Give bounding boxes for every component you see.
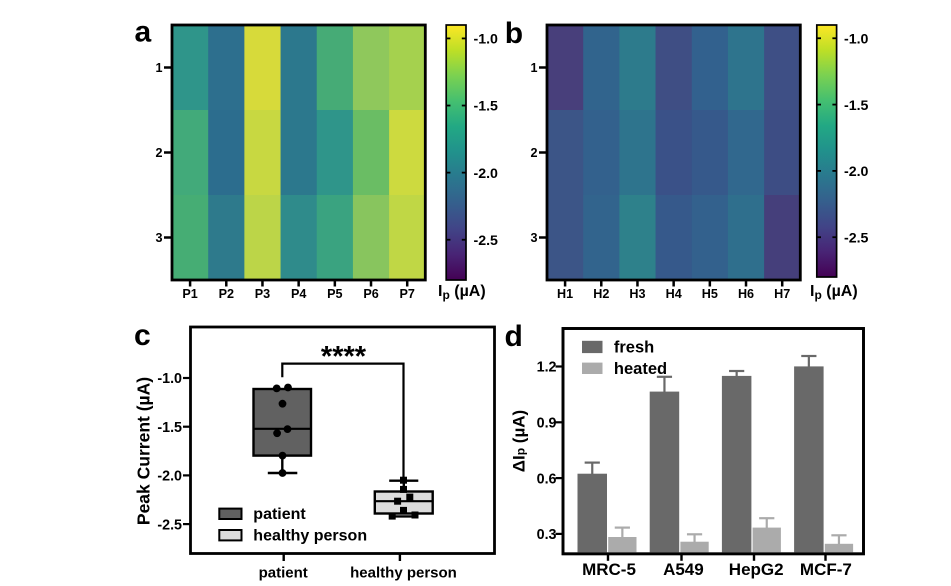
svg-text:c: c bbox=[134, 319, 151, 352]
svg-text:1: 1 bbox=[155, 61, 162, 75]
svg-text:P6: P6 bbox=[363, 287, 378, 301]
svg-text:P3: P3 bbox=[255, 287, 270, 301]
svg-text:1.2: 1.2 bbox=[537, 360, 557, 376]
svg-text:2: 2 bbox=[155, 146, 162, 160]
svg-text:P1: P1 bbox=[182, 287, 197, 301]
svg-text:fresh: fresh bbox=[614, 338, 654, 356]
svg-text:a: a bbox=[135, 16, 152, 49]
svg-text:-2.5: -2.5 bbox=[157, 517, 182, 533]
svg-text:0.3: 0.3 bbox=[537, 527, 557, 543]
svg-text:-2.5: -2.5 bbox=[844, 230, 869, 246]
svg-text:Peak Current (µA): Peak Current (µA) bbox=[134, 377, 154, 525]
svg-text:P7: P7 bbox=[400, 287, 415, 301]
svg-text:-1.0: -1.0 bbox=[474, 32, 499, 48]
svg-text:0.9: 0.9 bbox=[537, 416, 557, 432]
svg-text:3: 3 bbox=[530, 231, 537, 245]
svg-text:b: b bbox=[505, 17, 523, 50]
svg-text:P2: P2 bbox=[219, 287, 234, 301]
svg-text:-2.0: -2.0 bbox=[844, 164, 869, 180]
svg-text:-1.5: -1.5 bbox=[474, 99, 499, 115]
svg-text:-2.0: -2.0 bbox=[157, 469, 182, 485]
svg-text:H7: H7 bbox=[774, 287, 790, 301]
svg-text:H3: H3 bbox=[629, 287, 645, 301]
svg-text:ΔIp (µA): ΔIp (µA) bbox=[510, 410, 529, 472]
svg-text:H2: H2 bbox=[593, 287, 609, 301]
svg-text:-2.5: -2.5 bbox=[474, 233, 499, 249]
svg-text:H1: H1 bbox=[557, 287, 573, 301]
svg-text:P5: P5 bbox=[327, 287, 342, 301]
svg-text:patient: patient bbox=[253, 506, 306, 523]
svg-text:HepG2: HepG2 bbox=[729, 560, 784, 579]
svg-text:Ip (µA): Ip (µA) bbox=[810, 283, 858, 302]
svg-text:healthy person: healthy person bbox=[253, 528, 367, 545]
svg-text:1: 1 bbox=[530, 61, 537, 75]
svg-text:H5: H5 bbox=[702, 287, 718, 301]
svg-text:A549: A549 bbox=[663, 560, 704, 579]
svg-text:patient: patient bbox=[259, 565, 308, 582]
svg-text:-1.0: -1.0 bbox=[157, 371, 182, 387]
svg-text:-1.5: -1.5 bbox=[844, 98, 869, 114]
svg-text:heated: heated bbox=[614, 360, 667, 378]
svg-text:****: **** bbox=[321, 341, 367, 373]
svg-text:Ip (µA): Ip (µA) bbox=[438, 283, 486, 302]
svg-text:P4: P4 bbox=[291, 287, 306, 301]
svg-text:-2.0: -2.0 bbox=[474, 166, 499, 182]
svg-text:3: 3 bbox=[155, 231, 162, 245]
svg-text:0.6: 0.6 bbox=[537, 471, 557, 487]
svg-text:healthy person: healthy person bbox=[350, 565, 457, 582]
svg-text:d: d bbox=[505, 320, 523, 353]
svg-text:H4: H4 bbox=[666, 287, 682, 301]
svg-text:2: 2 bbox=[530, 146, 537, 160]
svg-text:MRC-5: MRC-5 bbox=[582, 560, 636, 579]
svg-text:MCF-7: MCF-7 bbox=[800, 560, 852, 579]
svg-text:-1.0: -1.0 bbox=[844, 31, 869, 47]
svg-text:-1.5: -1.5 bbox=[157, 420, 182, 436]
svg-text:H6: H6 bbox=[738, 287, 754, 301]
